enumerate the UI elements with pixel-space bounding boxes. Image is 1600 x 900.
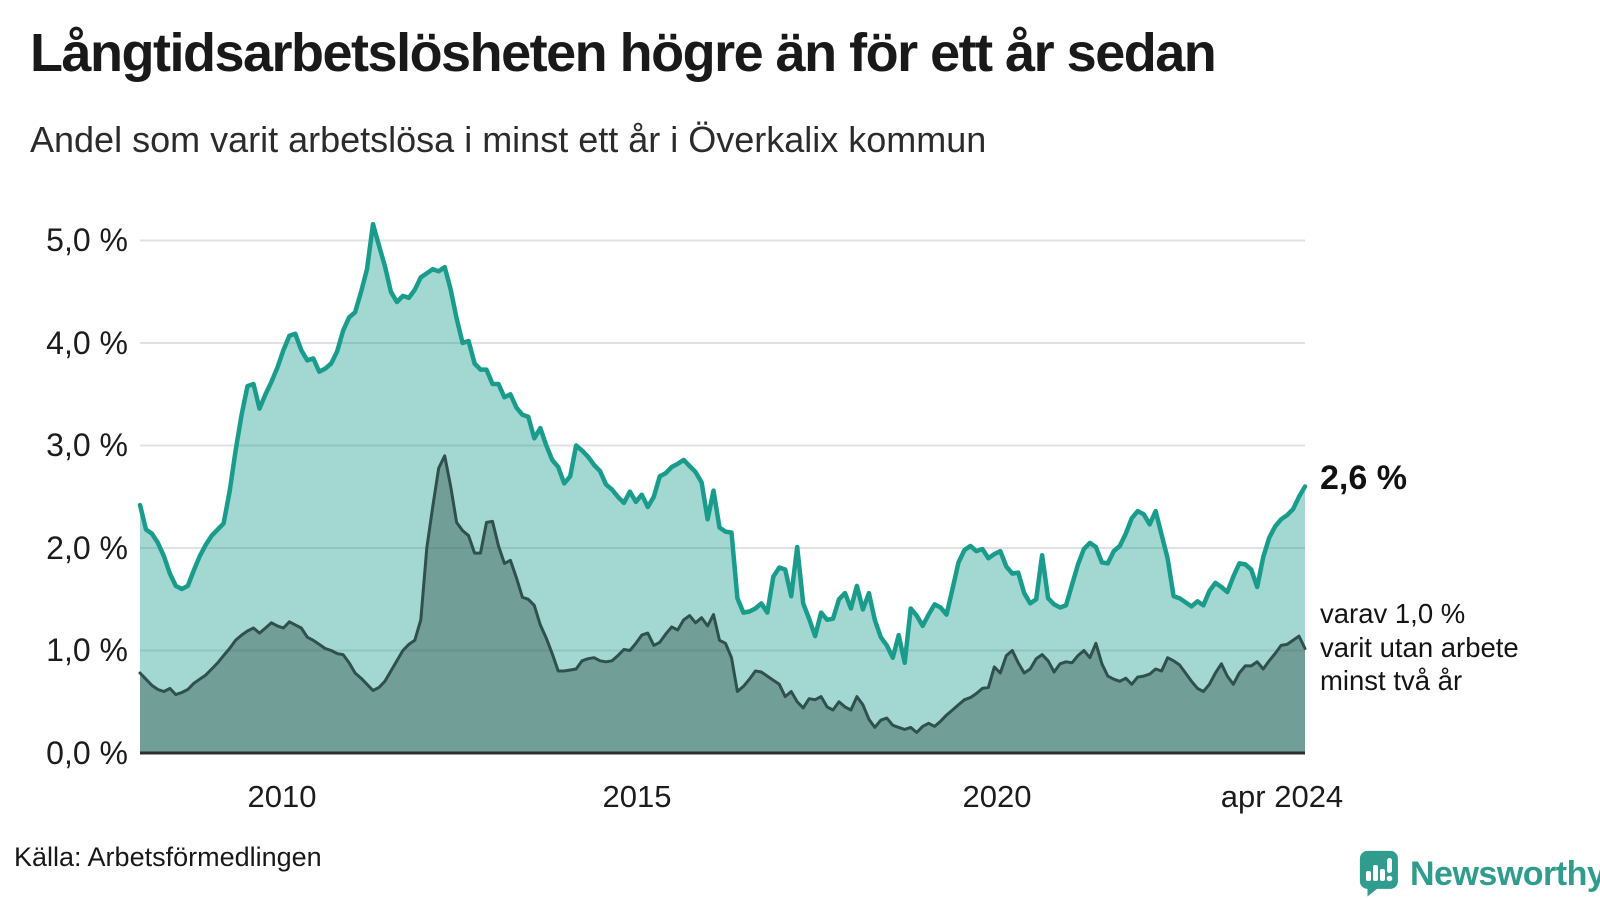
y-tick-1: 1,0 %	[46, 632, 128, 668]
x-tick-2020: 2020	[962, 779, 1032, 814]
y-tick-3: 3,0 %	[46, 427, 128, 463]
source-note: Källa: Arbetsförmedlingen	[14, 842, 322, 872]
x-tick-2015: 2015	[602, 779, 672, 814]
brand-logo: Newsworthy	[1358, 848, 1600, 900]
page-title: Långtidsarbetslösheten högre än för ett …	[30, 23, 1217, 83]
brand-name: Newsworthy	[1410, 855, 1600, 893]
latest-value-label: 2,6 %	[1320, 459, 1407, 497]
x-tick-apr2024: apr 2024	[1220, 779, 1344, 814]
y-tick-4: 4,0 %	[46, 325, 128, 361]
series-two-year-line	[138, 454, 1307, 734]
two-year-note: varav 1,0 % varit utan arbete minst två …	[1320, 597, 1598, 698]
series-total-area	[140, 224, 1305, 754]
two-year-note-line3: minst två år	[1320, 665, 1463, 696]
y-tick-2: 2,0 %	[46, 530, 128, 566]
newsworthy-icon	[1359, 850, 1398, 897]
y-tick-5: 5,0 %	[46, 222, 128, 258]
two-year-note-line1: varav 1,0 %	[1320, 598, 1466, 629]
two-year-note-line2: varit utan arbete	[1320, 631, 1519, 663]
x-tick-2010: 2010	[247, 779, 317, 814]
series-two-year-area	[140, 455, 1305, 753]
series-total-line	[137, 221, 1308, 666]
page-subtitle: Andel som varit arbetslösa i minst ett å…	[30, 119, 987, 160]
y-tick-0: 0,0 %	[46, 735, 128, 771]
